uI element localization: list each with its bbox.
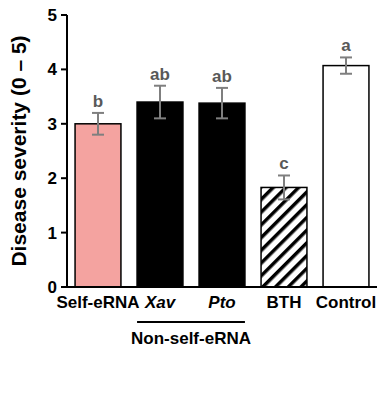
error-bar xyxy=(340,57,352,73)
y-axis xyxy=(66,15,68,287)
bar xyxy=(75,124,121,287)
y-tick xyxy=(61,232,67,234)
y-tick-label: 1 xyxy=(48,224,57,243)
x-tick-label: Pto xyxy=(208,293,235,312)
error-cap xyxy=(340,56,352,58)
x-axis xyxy=(67,286,377,288)
error-stem xyxy=(345,57,347,73)
y-tick xyxy=(61,177,67,179)
error-stem xyxy=(283,175,285,199)
error-stem xyxy=(221,88,223,118)
y-tick xyxy=(61,14,67,16)
x-tick-label: Self-eRNA xyxy=(56,293,139,312)
error-cap xyxy=(278,198,290,200)
chart: bababca012345Self-eRNAXavPtoBTHControlNo… xyxy=(0,0,384,400)
annotation: ab xyxy=(212,67,232,86)
error-bar xyxy=(154,86,166,119)
error-stem xyxy=(97,113,99,135)
bar xyxy=(323,66,369,287)
bars xyxy=(75,66,369,287)
y-tick-label: 3 xyxy=(48,115,57,134)
error-bar xyxy=(92,113,104,135)
annotation: ab xyxy=(150,65,170,84)
y-tick-label: 2 xyxy=(48,169,57,188)
y-tick xyxy=(61,123,67,125)
y-tick-label: 4 xyxy=(48,60,58,79)
y-axis-label: Disease severity (0 – 5) xyxy=(7,35,30,266)
annotation: a xyxy=(341,36,351,55)
bar xyxy=(261,187,307,287)
group-label: Non-self-eRNA xyxy=(131,329,251,348)
y-tick xyxy=(61,286,67,288)
error-bar xyxy=(216,88,228,118)
error-stem xyxy=(159,86,161,119)
y-tick xyxy=(61,68,67,70)
bar xyxy=(199,103,245,287)
annotation: c xyxy=(279,154,288,173)
error-cap xyxy=(216,117,228,119)
y-tick-label: 5 xyxy=(48,6,57,25)
error-bars xyxy=(92,57,352,199)
x-tick-label: Control xyxy=(316,293,376,312)
x-tick-label: BTH xyxy=(267,293,302,312)
x-tick-label: Xav xyxy=(144,293,177,312)
error-cap xyxy=(216,87,228,89)
error-cap xyxy=(340,73,352,75)
error-cap xyxy=(154,117,166,119)
annotation: b xyxy=(93,92,103,111)
error-cap xyxy=(92,112,104,114)
error-cap xyxy=(278,174,290,176)
group-line xyxy=(137,321,245,323)
error-cap xyxy=(154,85,166,87)
error-cap xyxy=(92,134,104,136)
error-bar xyxy=(278,175,290,199)
bar xyxy=(137,102,183,287)
